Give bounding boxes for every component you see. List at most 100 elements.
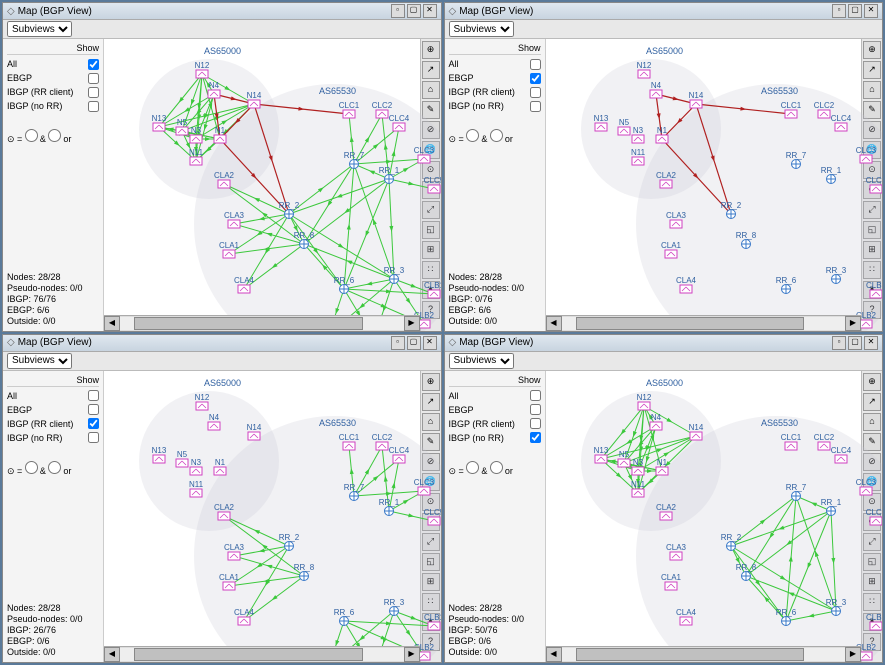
titlebar[interactable]: ◇ Map (BGP View) ▫▢✕ — [3, 335, 441, 352]
svg-text:RR_3: RR_3 — [825, 598, 846, 607]
map-pane-1: ◇ Map (BGP View) ▫▢✕ Subviews Show All E… — [444, 2, 884, 332]
network-canvas[interactable]: AS65000AS65530N12N4N14N13N5N1N3N11CLC1CL… — [546, 371, 883, 663]
stat-line: Pseudo-nodes: 0/0 — [449, 614, 541, 625]
subviews-row: Subviews — [3, 352, 441, 371]
window-button-0[interactable]: ▫ — [391, 4, 405, 18]
filter-all-label: All — [449, 59, 459, 69]
scroll-right-arrow[interactable]: ▶ — [845, 647, 861, 662]
filter-ibgp-rr-check[interactable] — [530, 87, 541, 98]
scroll-thumb[interactable] — [576, 317, 805, 330]
svg-text:N11: N11 — [630, 480, 645, 489]
scroll-left-arrow[interactable]: ◀ — [546, 316, 562, 331]
collapse-icon[interactable]: ◇ — [7, 6, 15, 17]
filter-ibgp-rr-check[interactable] — [88, 87, 99, 98]
filter-ebgp-check[interactable] — [530, 404, 541, 415]
filter-ibgp-rr-label: IBGP (RR client) — [449, 87, 515, 97]
filter-ebgp-check[interactable] — [88, 73, 99, 84]
filter-ebgp-label: EBGP — [7, 73, 32, 83]
filter-ibgp-norr-label: IBGP (no RR) — [449, 101, 504, 111]
filter-ibgp-norr-check[interactable] — [88, 101, 99, 112]
window-button-1[interactable]: ▢ — [848, 4, 862, 18]
filter-ibgp-norr-check[interactable] — [530, 101, 541, 112]
window-button-2[interactable]: ✕ — [423, 4, 437, 18]
titlebar[interactable]: ◇ Map (BGP View) ▫▢✕ — [3, 3, 441, 20]
filter-ebgp-check[interactable] — [88, 404, 99, 415]
window-button-2[interactable]: ✕ — [864, 336, 878, 350]
radio-and[interactable] — [25, 129, 38, 142]
scroll-left-arrow[interactable]: ◀ — [104, 647, 120, 662]
window-button-2[interactable]: ✕ — [423, 336, 437, 350]
radio-or[interactable] — [490, 129, 503, 142]
scroll-left-arrow[interactable]: ◀ — [546, 647, 562, 662]
svg-text:N12: N12 — [636, 61, 651, 70]
collapse-icon[interactable]: ◇ — [449, 6, 457, 17]
svg-text:RR_3: RR_3 — [384, 598, 405, 607]
svg-text:RR_7: RR_7 — [785, 151, 806, 160]
window-button-2[interactable]: ✕ — [864, 4, 878, 18]
svg-text:N1: N1 — [656, 126, 667, 135]
window-button-1[interactable]: ▢ — [848, 336, 862, 350]
h-scrollbar[interactable]: ◀ ▶ — [104, 646, 420, 662]
scroll-track[interactable] — [562, 648, 846, 661]
titlebar[interactable]: ◇ Map (BGP View) ▫▢✕ — [445, 3, 883, 20]
window-button-0[interactable]: ▫ — [832, 336, 846, 350]
filter-ibgp-norr-check[interactable] — [530, 432, 541, 443]
network-canvas[interactable]: AS65000AS65530N12N4N14N13N5N1N3N11CLC1CL… — [546, 39, 883, 331]
map-pane-3: ◇ Map (BGP View) ▫▢✕ Subviews Show All E… — [444, 334, 884, 664]
scroll-track[interactable] — [562, 317, 846, 330]
scroll-thumb[interactable] — [576, 648, 805, 661]
window-button-0[interactable]: ▫ — [832, 4, 846, 18]
radio-and[interactable] — [25, 461, 38, 474]
scroll-thumb[interactable] — [134, 648, 363, 661]
scroll-left-arrow[interactable]: ◀ — [104, 316, 120, 331]
h-scrollbar[interactable]: ◀ ▶ — [546, 315, 862, 331]
subviews-row: Subviews — [3, 20, 441, 39]
stat-line: Nodes: 28/28 — [449, 272, 541, 283]
scroll-right-arrow[interactable]: ▶ — [845, 316, 861, 331]
filter-ibgp-norr-check[interactable] — [88, 432, 99, 443]
show-header: Show — [7, 375, 99, 387]
svg-text:RR_1: RR_1 — [820, 498, 841, 507]
radio-and[interactable] — [466, 129, 479, 142]
scroll-right-arrow[interactable]: ▶ — [404, 647, 420, 662]
filter-ibgp-rr-check[interactable] — [530, 418, 541, 429]
radio-or[interactable] — [490, 461, 503, 474]
stat-line: EBGP: 6/6 — [449, 305, 541, 316]
h-scrollbar[interactable]: ◀ ▶ — [104, 315, 420, 331]
radio-or[interactable] — [48, 461, 61, 474]
logic-radio-row: ⊙ = & or — [449, 461, 541, 477]
filter-ibgp-rr-check[interactable] — [88, 418, 99, 429]
svg-text:N3: N3 — [191, 458, 202, 467]
filter-all-check[interactable] — [530, 59, 541, 70]
svg-text:AS65530: AS65530 — [761, 86, 798, 96]
window-button-0[interactable]: ▫ — [391, 336, 405, 350]
scroll-track[interactable] — [120, 648, 404, 661]
window-button-1[interactable]: ▢ — [407, 4, 421, 18]
subviews-select[interactable]: Subviews — [449, 21, 514, 37]
window-button-1[interactable]: ▢ — [407, 336, 421, 350]
radio-and[interactable] — [466, 461, 479, 474]
filter-ebgp-check[interactable] — [530, 73, 541, 84]
filter-ebgp-label: EBGP — [7, 405, 32, 415]
scroll-track[interactable] — [120, 317, 404, 330]
subviews-select[interactable]: Subviews — [449, 353, 514, 369]
network-canvas[interactable]: AS65000AS65530N12N4N14N13N5N1N3N11CLC1CL… — [104, 39, 441, 331]
collapse-icon[interactable]: ◇ — [449, 337, 457, 348]
subviews-select[interactable]: Subviews — [7, 353, 72, 369]
svg-text:RR_8: RR_8 — [735, 563, 756, 572]
scroll-thumb[interactable] — [134, 317, 363, 330]
h-scrollbar[interactable]: ◀ ▶ — [546, 646, 862, 662]
filter-all-check[interactable] — [88, 59, 99, 70]
scroll-right-arrow[interactable]: ▶ — [404, 316, 420, 331]
titlebar[interactable]: ◇ Map (BGP View) ▫▢✕ — [445, 335, 883, 352]
collapse-icon[interactable]: ◇ — [7, 337, 15, 348]
subviews-select[interactable]: Subviews — [7, 21, 72, 37]
radio-or[interactable] — [48, 129, 61, 142]
filter-all-check[interactable] — [530, 390, 541, 401]
svg-text:RR_6: RR_6 — [775, 276, 796, 285]
network-canvas[interactable]: AS65000AS65530N12N4N14N13N5N1N3N11CLC1CL… — [104, 371, 441, 663]
svg-text:AS65000: AS65000 — [204, 378, 241, 388]
svg-text:N5: N5 — [177, 118, 188, 127]
filter-ibgp-rr-label: IBGP (RR client) — [7, 419, 73, 429]
filter-all-check[interactable] — [88, 390, 99, 401]
